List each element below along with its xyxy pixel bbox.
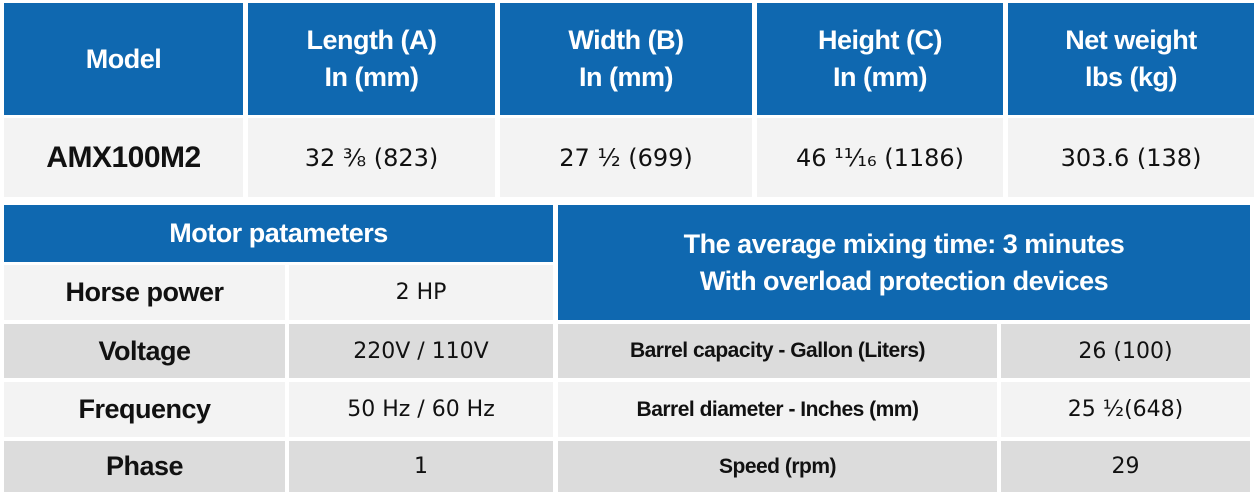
header-text: Model bbox=[85, 43, 162, 74]
header-unit: In (mm) bbox=[324, 62, 420, 92]
header-text: Width (B) bbox=[568, 25, 684, 55]
barrel-header: The average mixing time: 3 minutes With o… bbox=[558, 205, 1250, 320]
height-value: 46 ¹¹⁄₁₆ (1186) bbox=[757, 118, 1003, 197]
barrel-value: 26 (100) bbox=[1001, 324, 1250, 378]
mixing-time-text: The average mixing time: 3 minutes bbox=[683, 228, 1125, 259]
motor-parameters-header: Motor patameters bbox=[4, 205, 553, 262]
motor-value: 50 Hz / 60 Hz bbox=[289, 382, 553, 437]
header-unit: In (mm) bbox=[833, 62, 928, 92]
net-weight-value: 303.6 (138) bbox=[1008, 118, 1254, 197]
header-unit: In (mm) bbox=[579, 62, 674, 92]
motor-value: 2 HP bbox=[289, 265, 553, 320]
barrel-label: Barrel diameter - Inches (mm) bbox=[558, 382, 997, 437]
motor-value: 220V / 110V bbox=[289, 324, 553, 378]
motor-label: Horse power bbox=[4, 265, 285, 320]
barrel-value: 25 ½(648) bbox=[1001, 382, 1250, 437]
motor-value: 1 bbox=[289, 441, 553, 492]
motor-label: Phase bbox=[4, 441, 285, 492]
header-model: Model bbox=[4, 3, 243, 115]
barrel-value: 29 bbox=[1001, 441, 1250, 492]
header-width: Width (B) In (mm) bbox=[500, 3, 752, 115]
motor-label: Voltage bbox=[4, 324, 285, 378]
header-text: Length (A) bbox=[306, 25, 437, 55]
header-text: Height (C) bbox=[818, 25, 942, 55]
barrel-label: Barrel capacity - Gallon (Liters) bbox=[558, 324, 997, 378]
header-height: Height (C) In (mm) bbox=[757, 3, 1003, 115]
header-net-weight: Net weight lbs (kg) bbox=[1008, 3, 1254, 115]
model-value: AMX100M2 bbox=[4, 118, 243, 197]
overload-protection-text: With overload protection devices bbox=[699, 265, 1109, 296]
motor-label: Frequency bbox=[4, 382, 285, 437]
length-value: 32 ⅜ (823) bbox=[248, 118, 495, 197]
width-value: 27 ½ (699) bbox=[500, 118, 752, 197]
header-unit: lbs (kg) bbox=[1084, 62, 1178, 92]
header-length: Length (A) In (mm) bbox=[248, 3, 495, 115]
barrel-label: Speed (rpm) bbox=[558, 441, 997, 492]
header-text: Net weight bbox=[1065, 25, 1197, 55]
